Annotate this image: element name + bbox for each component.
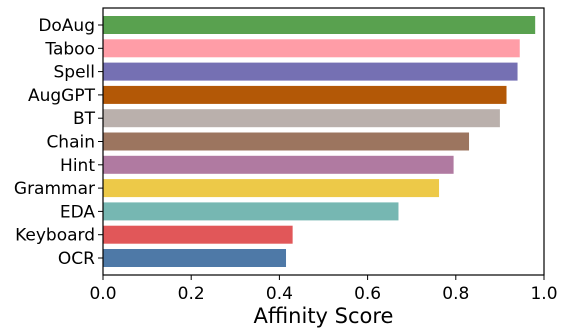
bar-ocr [103,249,287,267]
category-label-spell: Spell [54,63,96,83]
category-label-ocr: OCR [58,249,95,269]
bars-group [103,16,536,267]
bar-bt [103,109,500,128]
bar-chain [103,132,470,151]
bar-doaug [103,16,536,34]
category-label-hint: Hint [60,156,95,176]
bar-auggpt [103,85,507,104]
category-label-eda: EDA [60,202,96,222]
bar-eda [103,202,399,221]
category-label-doaug: DoAug [38,16,95,36]
x-tick-label: 1.0 [530,284,557,304]
category-label-grammar: Grammar [14,179,95,199]
x-tick-label: 0.8 [442,284,469,304]
category-label-keyboard: Keyboard [15,226,95,246]
category-label-taboo: Taboo [44,39,95,59]
bar-hint [103,155,454,174]
x-ticks-group: 0.0 0.2 0.4 0.6 0.8 1.0 [89,275,558,304]
bar-keyboard [103,225,293,244]
category-labels-group: DoAug Taboo Spell AugGPT BT Chain Hint Grammar E… [14,16,103,269]
bar-grammar [103,179,440,198]
category-label-auggpt: AugGPT [28,86,96,106]
bar-spell [103,62,518,81]
x-axis-label: Affinity Score [254,304,394,328]
x-tick-label: 0.6 [354,284,381,304]
plot-frame [102,7,545,276]
x-tick-label: 0.4 [266,284,293,304]
category-label-chain: Chain [46,133,95,153]
category-label-bt: BT [73,109,96,129]
x-tick-label: 0.2 [178,284,205,304]
x-tick-label: 0.0 [89,284,116,304]
bar-taboo [103,39,520,58]
